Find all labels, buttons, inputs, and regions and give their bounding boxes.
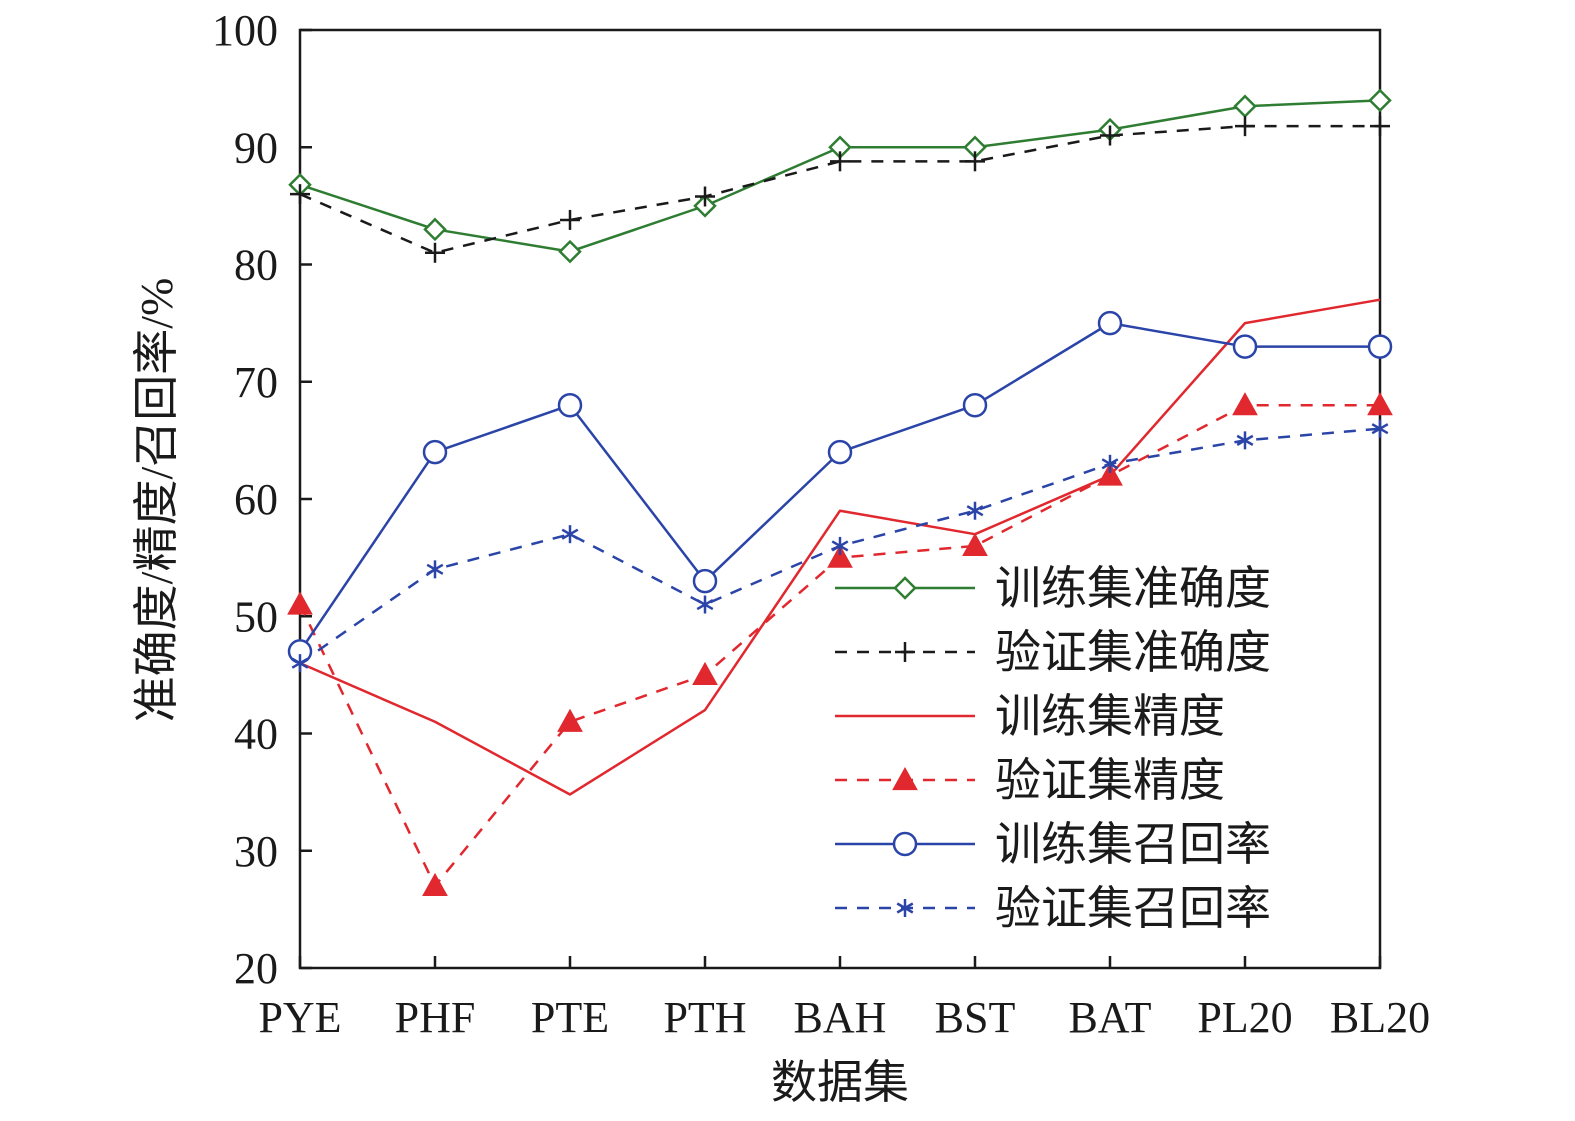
- data-point: [1233, 94, 1257, 118]
- y-tick-label: 60: [234, 475, 278, 524]
- data-point: [1370, 116, 1390, 137]
- legend-item: 训练集召回率: [835, 819, 1271, 870]
- y-tick-label: 100: [212, 6, 278, 55]
- data-point: [1367, 334, 1393, 359]
- y-tick-label: 30: [234, 827, 278, 876]
- legend-label: 训练集精度: [995, 691, 1225, 742]
- y-tick-label: 70: [234, 358, 278, 407]
- data-point: [831, 536, 849, 555]
- x-axis-title: 数据集: [771, 1057, 909, 1108]
- x-tick-label: PYE: [258, 993, 341, 1042]
- data-point: [425, 242, 445, 263]
- data-point: [558, 239, 582, 264]
- series-line: [299, 99, 1381, 253]
- data-point: [423, 217, 447, 242]
- legend-label: 验证集召回率: [995, 883, 1271, 934]
- data-point: [962, 392, 988, 418]
- legend-item: 训练集精度: [835, 691, 1225, 742]
- legend-label: 验证集准确度: [995, 627, 1271, 678]
- y-tick-label: 80: [234, 241, 278, 290]
- x-tick-label: PHF: [395, 993, 476, 1042]
- data-point: [692, 661, 718, 685]
- data-point: [1100, 125, 1120, 146]
- legend-marker: [893, 576, 917, 600]
- data-point: [1232, 392, 1258, 416]
- x-tick-label: PTH: [663, 993, 746, 1042]
- data-point: [827, 544, 853, 568]
- data-point: [1101, 454, 1119, 473]
- legend-label: 训练集准确度: [995, 563, 1271, 614]
- data-point: [1236, 431, 1254, 450]
- legend-label: 训练集召回率: [995, 819, 1271, 870]
- data-point: [830, 151, 850, 172]
- data-point: [557, 708, 583, 732]
- series-line: [299, 124, 1380, 255]
- y-tick-label: 50: [234, 592, 278, 641]
- data-point: [1371, 419, 1389, 438]
- data-point: [1367, 392, 1393, 416]
- data-point: [965, 151, 985, 172]
- data-point: [1368, 88, 1392, 113]
- data-point: [966, 501, 984, 520]
- x-tick-label: BL20: [1330, 993, 1430, 1042]
- data-point: [287, 591, 313, 615]
- data-point: [561, 525, 579, 544]
- y-tick-label: 20: [234, 944, 278, 993]
- x-tick-label: BAT: [1068, 993, 1151, 1042]
- x-tick-label: BST: [935, 993, 1016, 1042]
- x-tick-label: BAH: [794, 993, 887, 1042]
- series-line: [299, 298, 1381, 796]
- data-point: [827, 439, 853, 465]
- x-tick-label: PTE: [531, 993, 609, 1042]
- data-point: [290, 184, 310, 205]
- y-tick-label: 40: [234, 710, 278, 759]
- data-point: [1235, 116, 1255, 137]
- data-point: [422, 439, 448, 465]
- data-point: [560, 209, 580, 230]
- legend-item: 训练集准确度: [835, 563, 1271, 614]
- legend-item: 验证集准确度: [835, 627, 1271, 678]
- legend-label: 验证集精度: [995, 755, 1225, 806]
- y-tick-label: 90: [234, 123, 278, 172]
- legend-item: 验证集精度: [835, 755, 1225, 806]
- x-tick-label: PL20: [1197, 993, 1292, 1042]
- data-point: [696, 595, 714, 614]
- legend-marker: [895, 642, 915, 662]
- data-point: [695, 186, 715, 207]
- data-point: [692, 568, 718, 594]
- data-point: [557, 392, 583, 418]
- data-point: [962, 532, 988, 556]
- data-point: [426, 560, 444, 579]
- data-point: [1097, 462, 1123, 486]
- data-point: [422, 872, 448, 897]
- y-axis-title: 准确度/精度/召回率/%: [131, 278, 182, 723]
- legend-marker: [892, 766, 918, 791]
- data-point: [1232, 334, 1258, 359]
- legend-marker: [892, 831, 918, 857]
- data-point: [291, 654, 309, 673]
- legend-marker: [896, 899, 914, 917]
- data-point: [1097, 310, 1123, 336]
- legend-item: 验证集召回率: [835, 883, 1271, 934]
